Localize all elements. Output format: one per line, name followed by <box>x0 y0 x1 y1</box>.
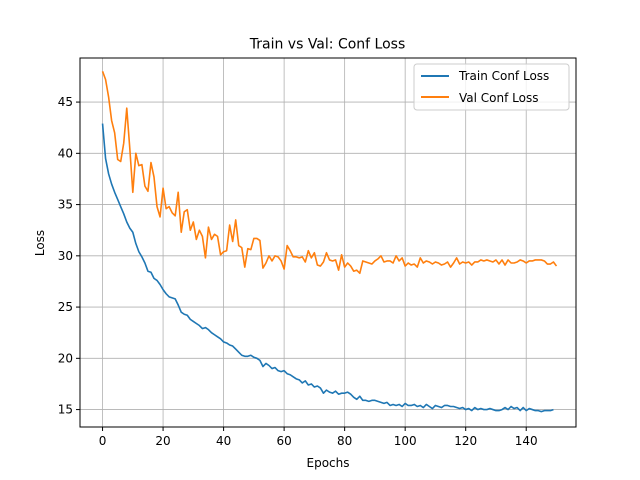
val-conf-loss-line <box>101 71 558 275</box>
grid <box>80 58 576 427</box>
series-group <box>101 71 558 413</box>
plot-frame <box>79 57 577 428</box>
y-tick-label: 20 <box>58 351 73 365</box>
y-tick-label: 25 <box>58 300 73 314</box>
x-tick-label: 40 <box>216 434 231 448</box>
x-axis: 0 20 40 60 80 100 120 140 <box>99 427 538 448</box>
x-tick-label: 140 <box>515 434 538 448</box>
x-tick-label: 100 <box>394 434 417 448</box>
y-tick-label: 30 <box>58 249 73 263</box>
train-conf-loss-line <box>101 123 554 413</box>
y-axis: 15 20 25 30 35 40 45 <box>58 95 80 417</box>
legend: Train Conf Loss Val Conf Loss <box>413 63 570 111</box>
legend-box <box>413 63 570 111</box>
y-axis-label: Loss <box>33 230 47 256</box>
y-tick-label: 15 <box>58 403 73 417</box>
legend-label-val: Val Conf Loss <box>459 91 538 105</box>
x-axis-label: Epochs <box>307 456 350 470</box>
x-tick-label: 120 <box>454 434 477 448</box>
legend-label-train: Train Conf Loss <box>458 69 549 83</box>
x-tick-label: 80 <box>337 434 352 448</box>
y-tick-label: 45 <box>58 95 73 109</box>
y-tick-label: 35 <box>58 198 73 212</box>
chart-title: Train vs Val: Conf Loss <box>249 37 406 53</box>
y-tick-label: 40 <box>58 146 73 160</box>
x-tick-label: 60 <box>276 434 291 448</box>
x-tick-label: 20 <box>155 434 170 448</box>
x-tick-label: 0 <box>99 434 107 448</box>
